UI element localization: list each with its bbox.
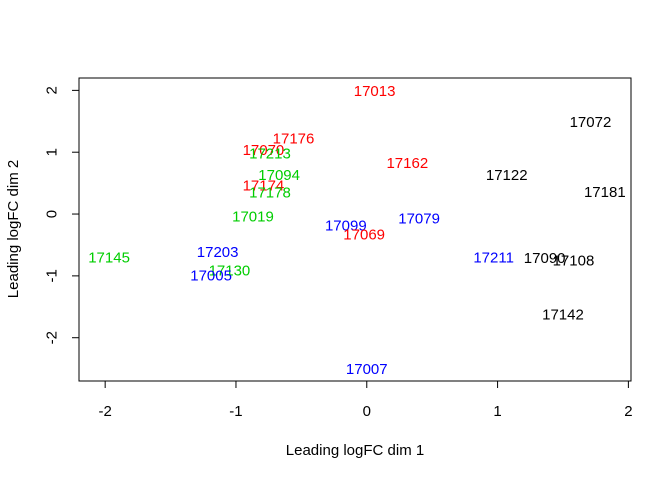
point-label-17005: 17005 bbox=[190, 267, 232, 284]
x-tick-label: -1 bbox=[229, 403, 242, 420]
point-label-17174: 17174 bbox=[243, 178, 285, 195]
point-label-17013: 17013 bbox=[354, 83, 396, 100]
x-axis-title: Leading logFC dim 1 bbox=[286, 442, 424, 459]
y-axis: -2 -1 0 1 2 bbox=[44, 86, 80, 344]
point-label-17213: 17213 bbox=[249, 146, 291, 163]
point-label-17072: 17072 bbox=[570, 114, 612, 131]
point-label-17094: 17094 bbox=[258, 167, 300, 184]
x-axis: -2 -1 0 1 2 bbox=[98, 380, 633, 420]
x-tick-label: 0 bbox=[363, 403, 371, 420]
point-label-17090: 17090 bbox=[524, 250, 566, 267]
point-label-17122: 17122 bbox=[486, 167, 528, 184]
y-tick-label: 1 bbox=[44, 148, 61, 156]
point-label-17176: 17176 bbox=[273, 131, 315, 148]
y-axis-title: Leading logFC dim 2 bbox=[5, 160, 22, 298]
point-label-17142: 17142 bbox=[542, 306, 584, 323]
point-label-17203: 17203 bbox=[197, 244, 239, 261]
point-label-17079: 17079 bbox=[398, 210, 440, 227]
x-tick-label: 1 bbox=[493, 403, 501, 420]
point-label-17211: 17211 bbox=[473, 249, 514, 266]
y-tick-label: -2 bbox=[44, 331, 61, 344]
point-label-17007: 17007 bbox=[346, 361, 388, 378]
point-label-17162: 17162 bbox=[386, 155, 428, 172]
point-label-17181: 17181 bbox=[584, 184, 626, 201]
y-tick-label: 2 bbox=[44, 86, 61, 94]
point-label-17019: 17019 bbox=[232, 209, 274, 226]
point-label-17145: 17145 bbox=[88, 249, 130, 266]
x-tick-label: 2 bbox=[624, 403, 632, 420]
point-label-17178: 17178 bbox=[249, 185, 291, 202]
y-tick-label: 0 bbox=[44, 210, 61, 218]
point-label-17099: 17099 bbox=[325, 217, 367, 234]
x-tick-label: -2 bbox=[98, 403, 111, 420]
point-label-17130: 17130 bbox=[209, 262, 251, 279]
point-label-17108: 17108 bbox=[553, 253, 595, 270]
point-label-17069: 17069 bbox=[343, 227, 385, 244]
y-tick-label: -1 bbox=[44, 269, 61, 282]
point-label-17070: 17070 bbox=[243, 142, 285, 159]
